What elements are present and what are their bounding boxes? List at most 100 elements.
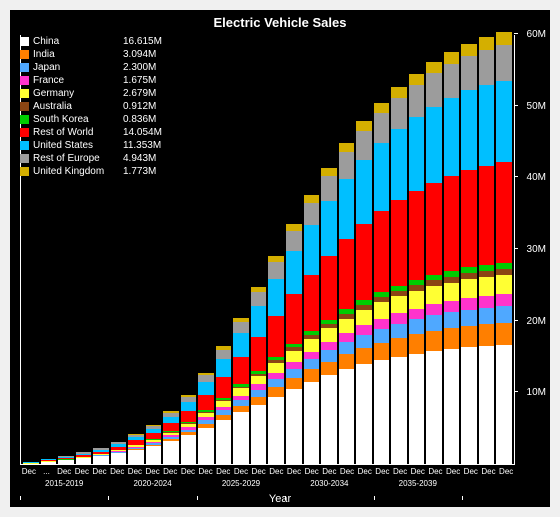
bar-segment bbox=[198, 382, 214, 395]
bar-segment bbox=[41, 462, 57, 464]
x-group-label: 2030-2034 bbox=[310, 479, 348, 488]
bar-segment bbox=[444, 64, 460, 98]
bar bbox=[444, 52, 460, 464]
x-tick: Dec bbox=[234, 467, 248, 476]
bar-segment bbox=[426, 107, 442, 183]
bar bbox=[268, 256, 284, 464]
legend-series-name: Rest of Europe bbox=[33, 152, 123, 165]
bar-segment bbox=[304, 225, 320, 274]
bar bbox=[251, 287, 267, 464]
bar-segment bbox=[444, 328, 460, 349]
legend-series-value: 1.675M bbox=[123, 74, 156, 87]
x-tick: Dec bbox=[322, 467, 336, 476]
legend-series-value: 16.615M bbox=[123, 35, 162, 48]
legend-swatch bbox=[20, 50, 29, 59]
bar-segment bbox=[409, 191, 425, 280]
bar bbox=[23, 462, 39, 464]
bar-segment bbox=[461, 44, 477, 56]
bar-segment bbox=[479, 324, 495, 346]
bar-segment bbox=[444, 176, 460, 271]
legend-item: Australia0.912M bbox=[20, 100, 162, 113]
legend-series-value: 1.773M bbox=[123, 165, 156, 178]
x-axis: Dec...DecDecDecDecDecDecDecDecDecDecDecD… bbox=[20, 467, 515, 492]
x-tick: Dec bbox=[92, 467, 106, 476]
bar-segment bbox=[251, 405, 267, 464]
bar-segment bbox=[391, 296, 407, 313]
x-group-label: 2020-2024 bbox=[133, 479, 171, 488]
bar-segment bbox=[339, 143, 355, 152]
bar-segment bbox=[374, 113, 390, 143]
legend-series-name: South Korea bbox=[33, 113, 123, 126]
bar bbox=[409, 74, 425, 464]
bar-segment bbox=[304, 195, 320, 203]
bar-segment bbox=[339, 319, 355, 334]
bar-segment bbox=[356, 364, 372, 464]
bar-segment bbox=[339, 179, 355, 239]
x-group-label: 2025-2029 bbox=[222, 479, 260, 488]
bar-segment bbox=[496, 45, 512, 80]
bar-segment bbox=[426, 331, 442, 351]
x-tick: Dec bbox=[464, 467, 478, 476]
bar-segment bbox=[479, 85, 495, 166]
bar-segment bbox=[391, 338, 407, 356]
bar-segment bbox=[444, 283, 460, 301]
legend-item: Rest of World14.054M bbox=[20, 126, 162, 139]
bar-segment bbox=[374, 211, 390, 292]
bar-segment bbox=[181, 435, 197, 464]
bar-segment bbox=[391, 313, 407, 323]
legend-item: Rest of Europe4.943M bbox=[20, 152, 162, 165]
bar-segment bbox=[461, 90, 477, 170]
bar-segment bbox=[321, 350, 337, 361]
legend-swatch bbox=[20, 167, 29, 176]
bar-segment bbox=[496, 275, 512, 294]
bar-segment bbox=[181, 402, 197, 411]
x-tick: Dec bbox=[57, 467, 71, 476]
bar-segment bbox=[304, 203, 320, 225]
bar-segment bbox=[356, 131, 372, 160]
legend-series-name: France bbox=[33, 74, 123, 87]
legend-series-value: 11.353M bbox=[123, 139, 161, 152]
legend-item: India3.094M bbox=[20, 48, 162, 61]
legend-swatch bbox=[20, 37, 29, 46]
bar-segment bbox=[409, 85, 425, 117]
x-tick: Dec bbox=[305, 467, 319, 476]
legend-series-value: 14.054M bbox=[123, 126, 162, 139]
legend-swatch bbox=[20, 63, 29, 72]
legend-item: South Korea0.836M bbox=[20, 113, 162, 126]
bar-segment bbox=[461, 347, 477, 464]
legend-item: United Kingdom1.773M bbox=[20, 165, 162, 178]
legend-item: Germany2.679M bbox=[20, 87, 162, 100]
chart-title: Electric Vehicle Sales bbox=[10, 10, 550, 30]
bar-segment bbox=[304, 352, 320, 360]
bar-segment bbox=[233, 388, 249, 395]
bar-segment bbox=[391, 129, 407, 200]
bar-segment bbox=[339, 152, 355, 179]
bar-segment bbox=[409, 291, 425, 308]
bar bbox=[356, 121, 372, 464]
y-tick-label: 40M bbox=[527, 172, 546, 183]
legend-swatch bbox=[20, 102, 29, 111]
bar-segment bbox=[374, 343, 390, 361]
bar bbox=[479, 37, 495, 464]
x-tick: Dec bbox=[252, 467, 266, 476]
legend-series-name: Rest of World bbox=[33, 126, 123, 139]
container: Electric Vehicle Sales 10M20M30M40M50M60… bbox=[0, 0, 560, 517]
bar-segment bbox=[461, 298, 477, 310]
bar-segment bbox=[321, 375, 337, 464]
legend-swatch bbox=[20, 154, 29, 163]
bar bbox=[181, 395, 197, 464]
bar-segment bbox=[374, 302, 390, 318]
bar bbox=[426, 62, 442, 464]
bar-segment bbox=[374, 143, 390, 211]
bar-segment bbox=[286, 294, 302, 343]
bar-segment bbox=[391, 98, 407, 129]
bar-segment bbox=[233, 357, 249, 384]
bar bbox=[391, 87, 407, 464]
bar-segment bbox=[198, 395, 214, 410]
bar-segment bbox=[286, 231, 302, 251]
legend-series-value: 2.300M bbox=[123, 61, 156, 74]
x-tick: Dec bbox=[287, 467, 301, 476]
legend-swatch bbox=[20, 89, 29, 98]
legend-series-name: Japan bbox=[33, 61, 123, 74]
legend-series-value: 4.943M bbox=[123, 152, 156, 165]
